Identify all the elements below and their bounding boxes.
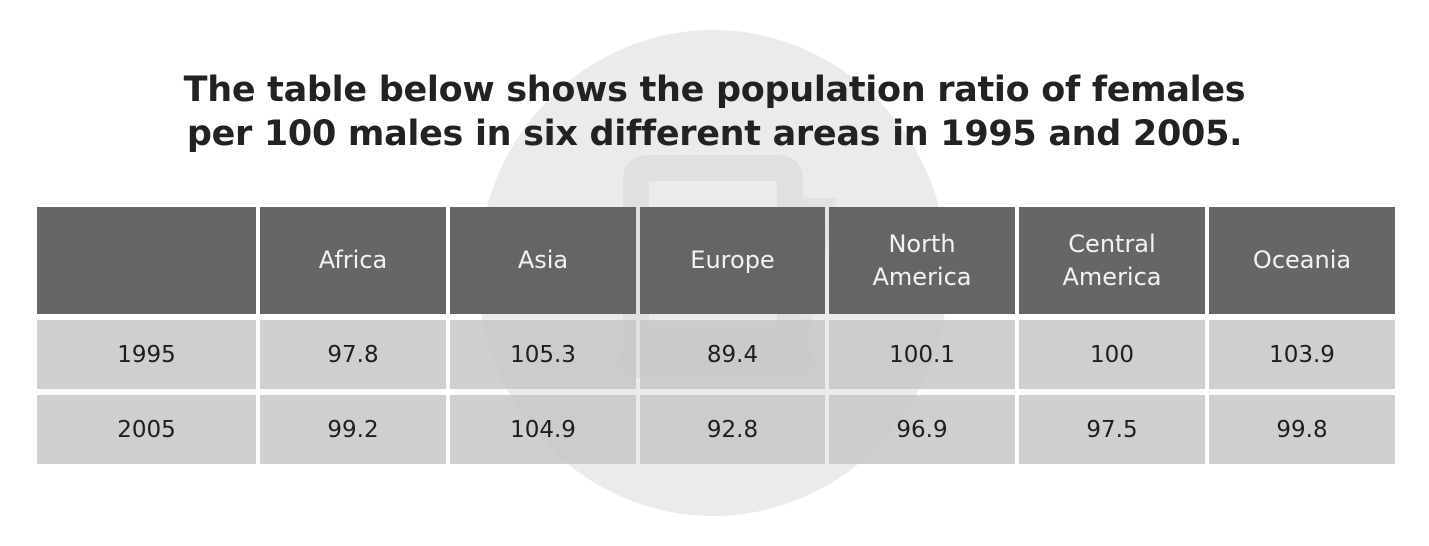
data-table: Africa Asia Europe North America Central Ame… [37,207,1395,464]
table-cell-2005-africa: 99.2 [260,395,446,464]
header-cell-africa: Africa [260,207,446,314]
header-cell-central-america: Central America [1019,207,1205,314]
table-cell-2005-asia: 104.9 [450,395,636,464]
table-cell-2005-north-america: 96.9 [829,395,1015,464]
table-cell-1995-central-america: 100 [1019,320,1205,389]
row-label-1995: 1995 [37,320,256,389]
header-cell-asia: Asia [450,207,636,314]
header-cell-europe: Europe [640,207,825,314]
title-line-2: per 100 males in six different areas in … [186,114,1243,154]
table-cell-1995-oceania: 103.9 [1209,320,1395,389]
table-cell-1995-asia: 105.3 [450,320,636,389]
table-cell-1995-africa: 97.8 [260,320,446,389]
row-label-2005: 2005 [37,395,256,464]
table-cell-2005-europe: 92.8 [640,395,825,464]
header-cell-corner [37,207,256,314]
header-cell-oceania: Oceania [1209,207,1395,314]
table-cell-1995-europe: 89.4 [640,320,825,389]
title-line-1: The table below shows the population rat… [183,70,1246,110]
table-title: The table below shows the population rat… [0,68,1429,156]
table-cell-2005-oceania: 99.8 [1209,395,1395,464]
table-cell-1995-north-america: 100.1 [829,320,1015,389]
table-cell-2005-central-america: 97.5 [1019,395,1205,464]
header-cell-north-america: North America [829,207,1015,314]
